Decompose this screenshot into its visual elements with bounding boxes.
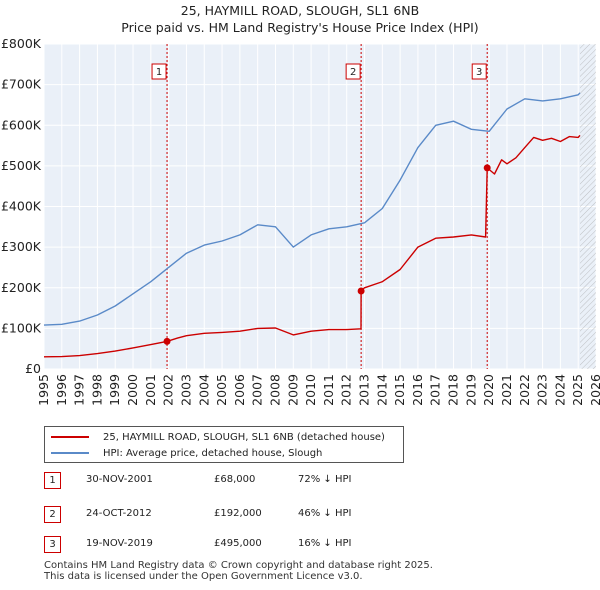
x-tick-label: 2018	[446, 374, 461, 406]
x-tick-label: 2009	[285, 374, 300, 406]
x-tick-label: 2022	[517, 374, 532, 406]
sale-row: 2 24-OCT-2012 £192,000 46% ↓ HPI	[44, 506, 444, 526]
x-tick-label: 1996	[54, 374, 69, 406]
x-tick-label: 2002	[161, 374, 176, 406]
sale-point-layer	[163, 164, 491, 345]
sale-hpi-diff: 16% ↓ HPI	[298, 538, 352, 549]
x-tick-label: 2017	[428, 374, 443, 406]
x-tick-label: 2016	[410, 374, 425, 406]
y-tick-label: £100K	[1, 320, 42, 335]
sale-point	[163, 337, 171, 345]
x-tick-label: 2023	[535, 374, 550, 406]
legend-line-hpi	[51, 452, 89, 454]
sale-marker-box	[151, 63, 167, 80]
x-tick-label: 2015	[392, 374, 407, 406]
x-tick-label: 1998	[89, 374, 104, 406]
sale-number-badge: 2	[44, 506, 61, 523]
sale-marker-label: 3	[476, 67, 482, 78]
y-tick-label: £200K	[1, 280, 42, 295]
y-tick-label: £600K	[1, 117, 42, 132]
x-tick-label: 2025	[570, 374, 585, 406]
future-hatch	[579, 44, 596, 369]
y-tick-label: £0	[25, 361, 41, 376]
x-tick-label: 1999	[107, 374, 122, 406]
sale-number-badge: 3	[44, 536, 61, 553]
x-tick-label: 2008	[267, 374, 282, 406]
chart-subtitle: Price paid vs. HM Land Registry's House …	[121, 20, 479, 35]
footer-licence: This data is licensed under the Open Gov…	[44, 571, 363, 582]
x-tick-label: 2021	[499, 374, 514, 406]
price-chart: 1 2 3 £0 £100K £200K £300K £400K £500K £600K £700…	[1, 36, 600, 406]
x-tick-label: 2010	[303, 374, 318, 406]
sale-date: 19-NOV-2019	[86, 538, 153, 549]
sale-price: £192,000	[214, 508, 262, 519]
x-tick-label: 2004	[196, 374, 211, 406]
future-hatch-layer	[579, 44, 596, 369]
axis-layer: £0 £100K £200K £300K £400K £500K £600K £700K £80…	[1, 36, 600, 406]
sale-row: 3 19-NOV-2019 £495,000 16% ↓ HPI	[44, 536, 444, 556]
legend-label-hpi: HPI: Average price, detached house, Slou…	[103, 447, 323, 459]
x-tick-label: 2013	[357, 374, 372, 406]
y-tick-label: £800K	[1, 36, 42, 51]
sale-date: 24-OCT-2012	[86, 508, 152, 519]
sale-number-badge: 1	[44, 472, 61, 489]
chart-title: 25, HAYMILL ROAD, SLOUGH, SL1 6NB Price …	[0, 2, 600, 36]
x-tick-label: 2019	[463, 374, 478, 406]
x-tick-label: 1995	[36, 374, 51, 406]
sale-row: 1 30-NOV-2001 £68,000 72% ↓ HPI	[44, 472, 444, 492]
sale-marker-label: 2	[350, 67, 356, 78]
x-tick-label: 1997	[72, 374, 87, 406]
footer: Contains HM Land Registry data © Crown c…	[44, 560, 433, 582]
sale-point	[483, 164, 491, 172]
legend-line-property	[51, 436, 89, 438]
sale-marker-layer: 1 2 3	[151, 63, 487, 80]
legend: 25, HAYMILL ROAD, SLOUGH, SL1 6NB (detac…	[44, 426, 404, 463]
x-tick-label: 2001	[143, 374, 158, 406]
x-tick-label: 2011	[321, 374, 336, 406]
x-tick-label: 2000	[125, 374, 140, 406]
x-tick-label: 2026	[588, 374, 600, 406]
legend-label-property: 25, HAYMILL ROAD, SLOUGH, SL1 6NB (detac…	[103, 431, 385, 443]
sale-marker-box	[345, 63, 361, 80]
y-tick-label: £500K	[1, 158, 42, 173]
y-tick-label: £300K	[1, 239, 42, 254]
x-tick-label: 2007	[250, 374, 265, 406]
sale-price: £495,000	[214, 538, 262, 549]
sale-hpi-diff: 46% ↓ HPI	[298, 508, 352, 519]
sale-price: £68,000	[214, 474, 256, 485]
sale-marker-box	[471, 63, 487, 80]
x-tick-label: 2012	[339, 374, 354, 406]
x-tick-label: 2003	[178, 374, 193, 406]
y-tick-label: £700K	[1, 77, 42, 92]
x-tick-label: 2005	[214, 374, 229, 406]
x-tick-label: 2006	[232, 374, 247, 406]
series-line	[43, 92, 581, 326]
legend-item-property: 25, HAYMILL ROAD, SLOUGH, SL1 6NB (detac…	[51, 430, 385, 444]
sale-marker-label: 1	[156, 67, 162, 78]
legend-item-hpi: HPI: Average price, detached house, Slou…	[51, 446, 322, 460]
chart-title-main: 25, HAYMILL ROAD, SLOUGH, SL1 6NB	[180, 3, 420, 18]
x-tick-label: 2014	[374, 374, 389, 406]
sale-date: 30-NOV-2001	[86, 474, 153, 485]
x-tick-label: 2020	[481, 374, 496, 406]
y-tick-label: £400K	[1, 199, 42, 214]
sale-point	[357, 287, 365, 295]
sale-hpi-diff: 72% ↓ HPI	[298, 474, 352, 485]
footer-copyright: Contains HM Land Registry data © Crown c…	[44, 560, 433, 571]
x-tick-label: 2024	[552, 374, 567, 406]
